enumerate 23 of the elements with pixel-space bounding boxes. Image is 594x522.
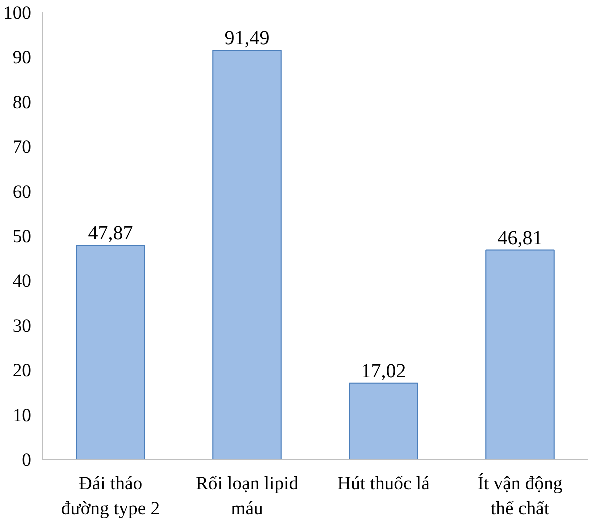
y-tick-label: 70 <box>12 137 32 158</box>
bar <box>349 382 418 460</box>
x-tick-label: Ít vận động thể chất <box>478 472 563 520</box>
y-tick-label: 60 <box>12 182 32 203</box>
data-label: 17,02 <box>361 360 406 382</box>
bar <box>486 250 555 460</box>
data-label: 47,87 <box>88 222 134 245</box>
y-tick-label: 20 <box>12 360 32 382</box>
y-tick-label: 10 <box>12 405 32 426</box>
data-label: 46,81 <box>498 227 543 250</box>
x-tick-label: Rối loạn lipid máu <box>196 474 300 520</box>
y-tick-label: 80 <box>12 92 32 114</box>
y-tick-label: 30 <box>12 316 32 337</box>
y-tick-label: 0 <box>22 450 32 471</box>
y-tick-label: 100 <box>4 3 32 24</box>
y-tick-label: 90 <box>12 48 32 69</box>
bar <box>76 245 146 460</box>
x-tick-label: Đái tháo đường type 2 <box>61 474 160 520</box>
x-tick-label: Hút thuốc lá <box>338 474 431 494</box>
y-tick-label: 50 <box>12 226 32 248</box>
data-label: 91,49 <box>224 28 270 50</box>
bar <box>212 50 282 460</box>
y-tick-label: 40 <box>12 271 32 292</box>
